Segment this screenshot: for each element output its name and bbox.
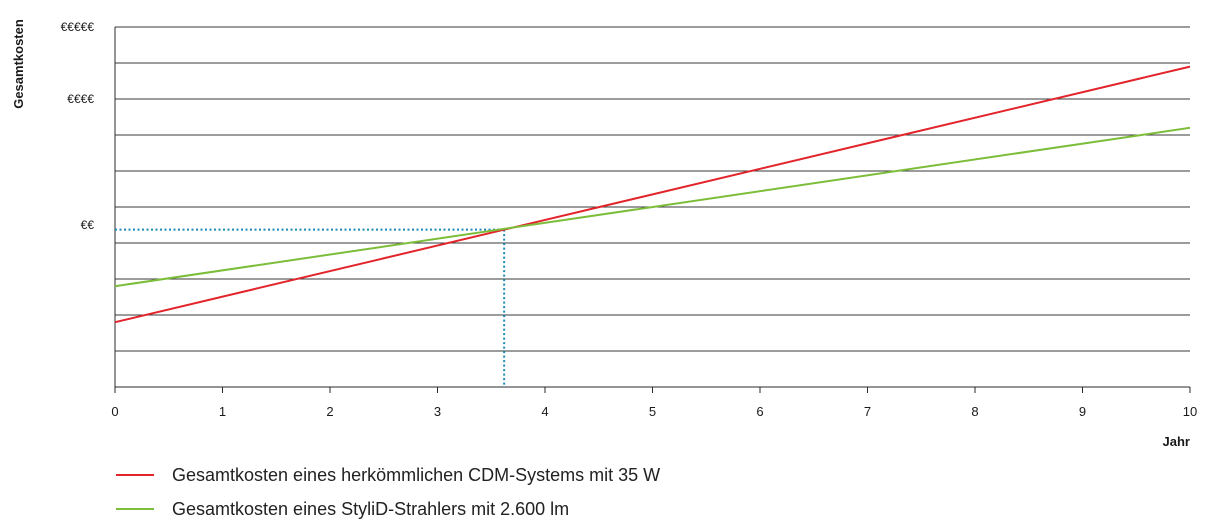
legend: Gesamtkosten eines herkömmlichen CDM-Sys…: [116, 458, 660, 526]
y-axis-label: Gesamtkosten: [11, 19, 26, 109]
y-tick-label-0: €€€€€: [61, 20, 95, 34]
legend-swatch-cdm: [116, 474, 154, 476]
y-tick-labels: €€€€€€€€€€€: [61, 20, 95, 232]
legend-swatch-stylid: [116, 508, 154, 510]
x-tick-label-10: 10: [1183, 404, 1197, 419]
legend-item-stylid: Gesamtkosten eines StyliD-Strahlers mit …: [116, 492, 660, 526]
x-tick-label-4: 4: [541, 404, 548, 419]
x-tick-labels: 0 1 2 3 4 5 6 7 8 9 10: [111, 387, 1197, 419]
x-tick-label-0: 0: [111, 404, 118, 419]
x-tick-label-8: 8: [971, 404, 978, 419]
x-tick-label-1: 1: [219, 404, 226, 419]
x-tick-label-6: 6: [756, 404, 763, 419]
series-lines: [114, 65, 1191, 324]
x-tick-label-2: 2: [326, 404, 333, 419]
legend-label-stylid: Gesamtkosten eines StyliD-Strahlers mit …: [172, 498, 570, 519]
y-tick-label-2: €€: [81, 218, 95, 232]
x-tick-label-9: 9: [1079, 404, 1086, 419]
break-even-markers: [115, 228, 506, 387]
gridlines: [115, 26, 1190, 352]
series-line-0: [114, 65, 1191, 324]
y-tick-label-1: €€€€: [67, 92, 94, 106]
x-tick-label-3: 3: [434, 404, 441, 419]
x-tick-label-7: 7: [864, 404, 871, 419]
series-line-1: [114, 126, 1191, 288]
x-axis-label: Jahr: [1163, 434, 1190, 449]
x-tick-label-5: 5: [649, 404, 656, 419]
legend-label-cdm: Gesamtkosten eines herkömmlichen CDM-Sys…: [172, 464, 661, 485]
legend-item-cdm: Gesamtkosten eines herkömmlichen CDM-Sys…: [116, 458, 660, 492]
